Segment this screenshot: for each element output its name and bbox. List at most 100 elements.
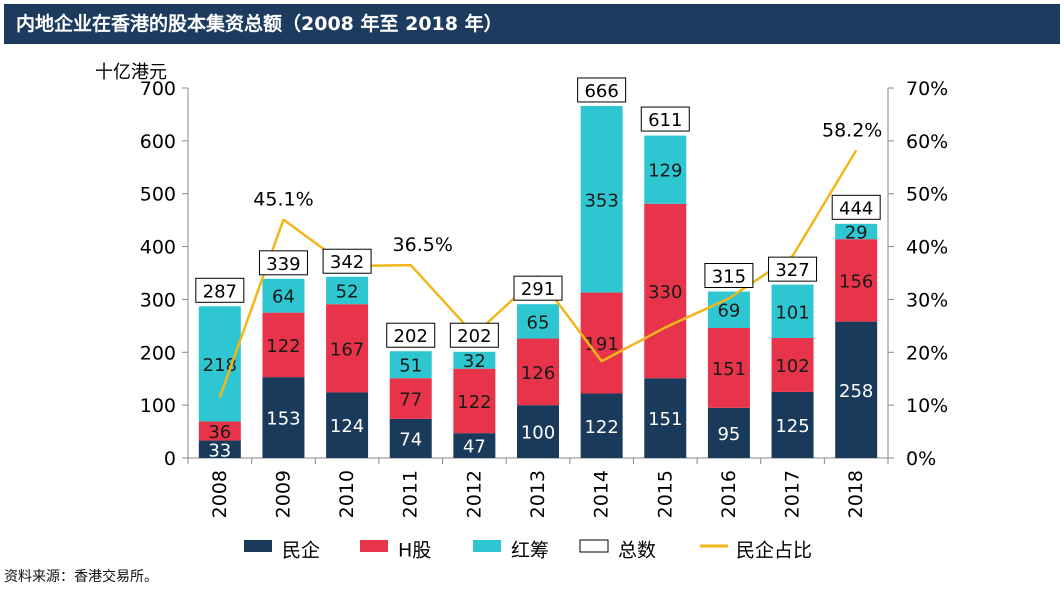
y-tick-label: 600 — [140, 131, 176, 153]
bar-segment-H股 — [453, 368, 496, 434]
bar-segment-H股 — [835, 239, 878, 322]
total-box — [768, 256, 818, 282]
total-box — [831, 194, 881, 220]
bar-value-label: 122 — [457, 392, 491, 413]
y-tick-label: 400 — [140, 237, 176, 259]
total-box — [195, 277, 245, 303]
bar-segment-民企 — [517, 405, 559, 458]
legend-swatch — [473, 540, 501, 552]
bar-segment-民企 — [707, 407, 750, 458]
bar-segment-红筹 — [517, 304, 559, 339]
legend-swatch — [244, 540, 272, 552]
bar-value-label: 77 — [399, 390, 422, 411]
total-box — [322, 248, 372, 274]
y2-tick-label: 10% — [906, 395, 948, 417]
bar-value-label: 32 — [463, 351, 486, 372]
x-tick-label: 2013 — [527, 470, 549, 518]
bar-segment-红筹 — [580, 105, 623, 293]
bar-value-label: 167 — [330, 339, 364, 360]
x-tick-label: 2018 — [845, 470, 867, 518]
bar-segment-民企 — [389, 418, 432, 458]
legend-label: 总数 — [618, 540, 656, 562]
bar-segment-民企 — [453, 433, 496, 458]
y2-tick-label: 30% — [906, 289, 948, 311]
x-tick-label: 2011 — [400, 470, 422, 518]
bar-value-label: 124 — [330, 416, 364, 437]
bar-segment-红筹 — [453, 351, 496, 369]
share-data-label: 45.1% — [253, 189, 313, 211]
y-tick-label: 700 — [140, 78, 176, 100]
bar-segment-H股 — [389, 378, 432, 419]
legend-label: H股 — [398, 540, 431, 562]
bar-segment-H股 — [198, 421, 241, 441]
bar-value-label: 258 — [839, 381, 873, 402]
axes: 0 100 200 300 400 500 600 700 0% 10% 20% 30% 40% 50% 6… — [140, 78, 949, 518]
source-note: 资料来源：香港交易所。 — [4, 569, 158, 585]
bar-segment-红筹 — [835, 223, 878, 240]
y-tick-label: 200 — [140, 342, 176, 364]
x-tick-label: 2016 — [718, 470, 740, 518]
bar-value-label: 102 — [775, 356, 809, 377]
bars: 3336218153122641241675274775147122321001… — [198, 105, 878, 461]
bar-value-label: 129 — [648, 161, 682, 182]
legend-label: 红筹 — [511, 540, 549, 562]
legend-label: 民企占比 — [736, 540, 812, 562]
x-tick-label: 2010 — [336, 470, 358, 518]
bar-value-label: 47 — [463, 437, 486, 458]
total-box — [449, 322, 499, 348]
bar-segment-红筹 — [644, 135, 687, 204]
legend-swatch — [579, 539, 609, 553]
bar-value-label: 122 — [266, 336, 300, 357]
bar-value-label: 36 — [208, 422, 231, 443]
bar-value-label: 156 — [839, 271, 873, 292]
bar-value-label: 151 — [712, 359, 746, 380]
bar-value-label: 151 — [648, 409, 682, 430]
bar-value-label: 74 — [399, 429, 422, 450]
bar-value-label: 29 — [845, 223, 868, 244]
bar-value-label: 101 — [775, 302, 809, 323]
y-tick-label: 0 — [164, 448, 176, 470]
bar-value-label: 52 — [336, 281, 359, 302]
bar-segment-民企 — [262, 377, 305, 458]
bar-segment-红筹 — [389, 351, 432, 379]
total-label: 291 — [521, 279, 555, 300]
bar-segment-H股 — [326, 304, 369, 393]
total-label: 666 — [584, 81, 618, 102]
x-tick-label: 2014 — [591, 470, 613, 518]
bar-value-label: 64 — [272, 287, 295, 308]
bar-value-label: 100 — [521, 423, 555, 444]
bar-segment-民企 — [326, 392, 369, 458]
bar-segment-红筹 — [198, 306, 241, 422]
share-data-label: 36.5% — [393, 234, 453, 256]
bar-value-label: 65 — [527, 312, 550, 333]
y-axis-label: 十亿港元 — [95, 62, 167, 83]
chart-title: 内地企业在香港的股本集资总额（2008 年至 2018 年） — [4, 4, 1060, 44]
total-box — [704, 263, 754, 288]
bar-segment-民企 — [771, 391, 814, 458]
y-tick-label: 500 — [140, 184, 176, 206]
y2-tick-label: 50% — [906, 184, 948, 206]
bar-segment-H股 — [644, 203, 687, 379]
bar-value-label: 95 — [717, 424, 740, 445]
bar-segment-民企 — [644, 378, 687, 458]
bar-value-label: 125 — [775, 416, 809, 437]
total-box — [640, 106, 690, 132]
total-box — [513, 275, 563, 301]
totals-layer: 287 339 342 202 202 291 666 611 315 327 444 — [195, 77, 881, 348]
total-label: 202 — [457, 326, 491, 347]
total-label: 287 — [203, 281, 237, 302]
y2-tick-label: 0% — [906, 448, 936, 470]
total-label: 611 — [648, 110, 682, 131]
bar-segment-民企 — [198, 440, 241, 458]
x-tick-label: 2009 — [272, 470, 294, 518]
x-tick-label: 2017 — [782, 470, 804, 518]
total-label: 444 — [839, 198, 873, 219]
x-tick-label: 2012 — [463, 470, 485, 518]
y2-tick-label: 60% — [906, 131, 948, 153]
bar-value-label: 33 — [208, 440, 231, 461]
bar-value-label: 51 — [399, 356, 422, 377]
y2-tick-label: 20% — [906, 342, 948, 364]
total-box — [577, 77, 627, 103]
bar-segment-民企 — [580, 393, 623, 458]
